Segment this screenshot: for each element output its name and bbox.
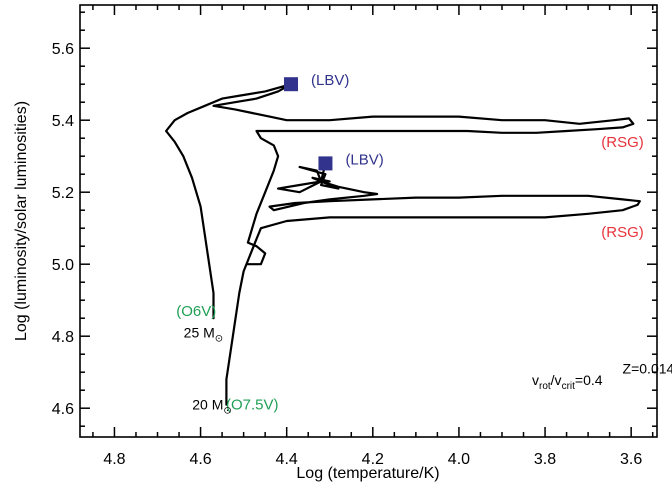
- annotation-1: (RSG): [601, 134, 644, 151]
- x-tick-label: 4.2: [362, 451, 384, 468]
- annotation-2: (RSG): [601, 224, 644, 241]
- y-axis-title: Log (luminosity/solar luminosities): [13, 101, 30, 341]
- axis-ticks: [80, 5, 657, 437]
- lbv-marker-1: [283, 77, 298, 92]
- x-tick-label: 4.0: [448, 451, 470, 468]
- y-tick-label: 4.6: [52, 401, 74, 418]
- velocity-slash: /v: [551, 372, 562, 388]
- lbv-label-2: (LBV): [345, 151, 383, 168]
- x-tick-label: 4.4: [276, 451, 298, 468]
- velocity-label: vrot/vcrit=0.4: [532, 372, 603, 392]
- lbv-marker-2: [318, 156, 333, 171]
- velocity-value: =0.4: [575, 372, 603, 388]
- x-tick-label: 3.6: [620, 451, 642, 468]
- sun-symbol: ⊙: [215, 334, 223, 345]
- annotation-6: 20 M⊙: [192, 397, 232, 417]
- tick-labels: 4.8 4.6 4.4 4.2 4.0 3.8 3.6 4.6 4.8 5.0 5.2 5.4 5.6: [52, 41, 643, 468]
- annotation-7: Z=0.014: [623, 361, 672, 377]
- annotation-4: (O7.5V): [226, 397, 279, 414]
- track-20msun: [225, 162, 641, 406]
- y-tick-label: 5.4: [52, 113, 74, 130]
- lbv-label-1: (LBV): [311, 72, 349, 89]
- x-tick-label: 3.8: [534, 451, 556, 468]
- lbv-markers: (LBV) (LBV): [283, 72, 384, 171]
- sun-symbol: ⊙: [223, 406, 231, 417]
- evolution-tracks: [165, 83, 641, 406]
- y-tick-label: 5.6: [52, 41, 74, 58]
- x-axis-title: Log (temperature/K): [296, 465, 439, 482]
- annotation-3: (O6V): [176, 303, 216, 320]
- plot-frame: [79, 4, 658, 438]
- y-tick-label: 5.2: [52, 185, 74, 202]
- annotations: (RSG) (RSG) (O6V) (O7.5V) 25 M⊙ 20 M⊙ Z=0.014: [176, 134, 672, 417]
- velocity-rot-subscript: rot: [539, 381, 551, 392]
- x-tick-label: 4.8: [103, 451, 125, 468]
- y-tick-label: 5.0: [52, 257, 74, 274]
- x-tick-label: 4.6: [189, 451, 211, 468]
- track-25msun: [165, 83, 635, 320]
- velocity-v: v: [532, 372, 539, 388]
- velocity-crit-subscript: crit: [562, 381, 576, 392]
- annotation-5: 25 M⊙: [184, 325, 224, 345]
- y-tick-label: 4.8: [52, 329, 74, 346]
